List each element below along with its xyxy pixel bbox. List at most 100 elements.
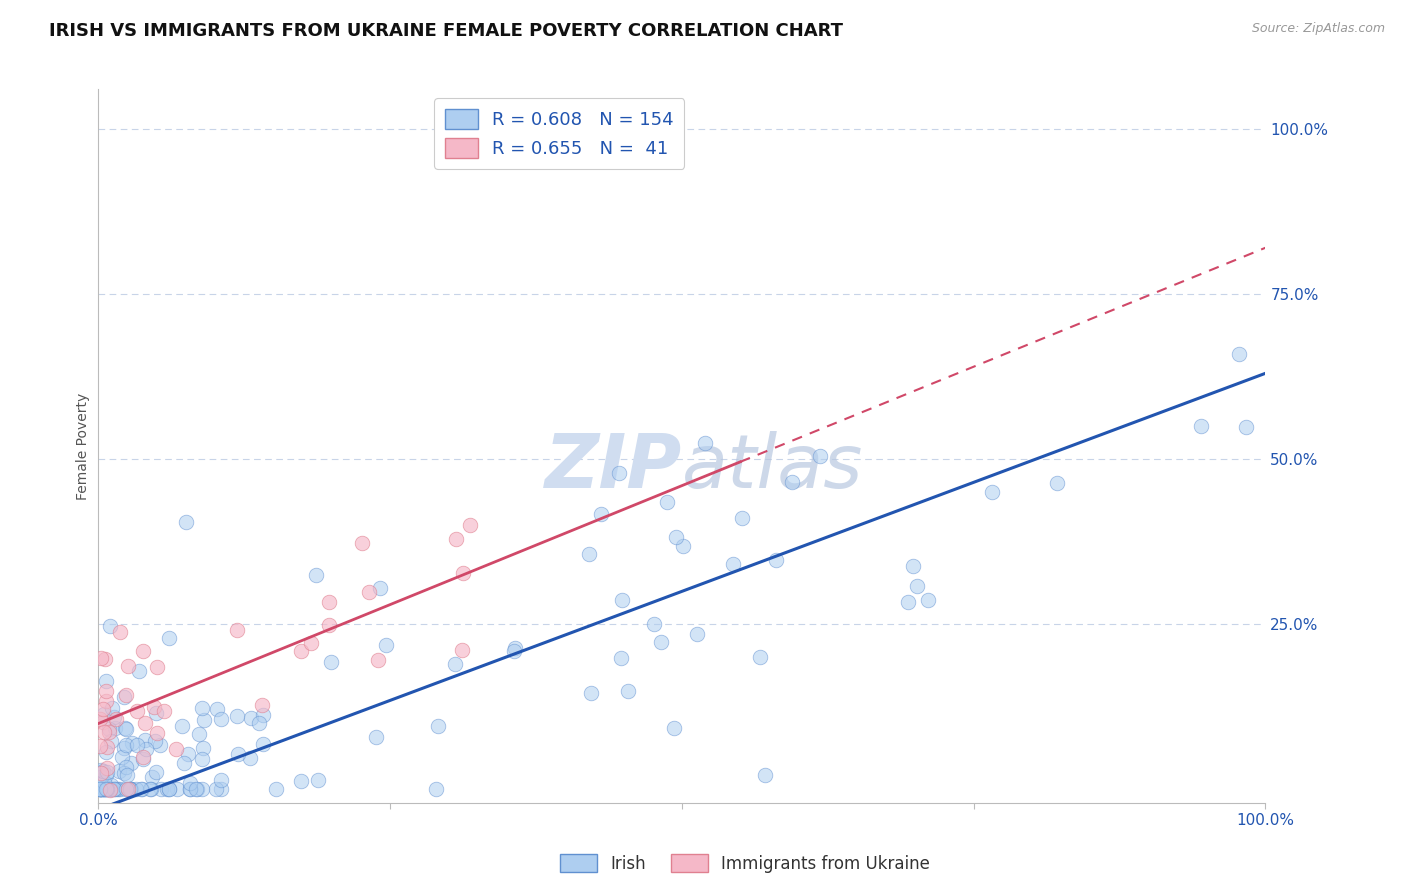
Point [98,782,121,797]
Point [502,644,524,658]
Point [132,643,155,657]
Point [318,618,340,632]
Point [143,734,166,748]
Point [94,768,117,782]
Point [166,781,188,796]
Point [730,511,752,525]
Point [607,467,630,481]
Point [108,781,131,796]
Point [193,714,215,728]
Point [115,738,138,752]
Point [132,752,155,766]
Point [145,660,167,674]
Point [90,781,112,796]
Point [250,698,273,712]
Point [94,745,117,759]
Point [89,781,111,796]
Point [1227,347,1250,361]
Point [96,781,118,796]
Point [591,507,613,521]
Point [96,740,118,755]
Point [96,781,118,796]
Point [450,643,472,657]
Point [103,781,125,796]
Point [610,650,633,665]
Text: ZIP: ZIP [544,431,682,504]
Point [104,781,127,796]
Point [149,781,172,796]
Point [1189,419,1212,434]
Point [153,704,176,718]
Point [117,658,139,673]
Point [89,739,111,753]
Point [672,539,695,553]
Point [808,449,831,463]
Point [115,781,138,796]
Point [165,742,187,756]
Point [226,747,249,761]
Point [89,781,111,796]
Point [142,699,165,714]
Point [115,688,138,702]
Point [91,702,114,716]
Point [179,781,201,796]
Point [610,592,633,607]
Point [650,635,672,649]
Point [693,435,716,450]
Point [156,781,179,796]
Point [367,653,389,667]
Point [115,768,138,782]
Point [107,764,129,778]
Point [98,618,121,632]
Point [897,595,920,609]
Point [96,781,118,796]
Point [780,475,803,490]
Point [112,765,135,780]
Point [247,715,270,730]
Point [299,636,322,650]
Point [191,740,214,755]
Point [359,585,381,599]
Point [93,707,115,722]
Point [290,774,312,789]
Point [209,781,232,796]
Point [103,710,125,724]
Point [89,712,111,726]
Point [100,734,122,748]
Point [112,741,135,756]
Point [754,767,776,781]
Point [451,566,474,581]
Point [93,781,115,796]
Point [749,649,772,664]
Point [114,760,136,774]
Point [305,568,328,582]
Point [97,725,120,739]
Point [145,765,167,780]
Point [307,772,329,787]
Point [89,781,111,796]
Point [91,714,114,729]
Point [350,535,373,549]
Point [121,736,143,750]
Point [114,721,136,735]
Point [1234,420,1257,434]
Point [89,781,111,796]
Point [252,737,274,751]
Point [917,592,939,607]
Point [211,712,233,726]
Point [444,533,467,547]
Point [187,727,209,741]
Point [91,781,114,796]
Point [149,738,172,752]
Point [176,747,198,761]
Point [120,756,142,770]
Point [118,781,141,796]
Point [665,530,688,544]
Point [94,651,117,665]
Point [159,781,181,796]
Point [104,721,127,735]
Point [662,721,685,735]
Point [111,750,134,764]
Point [578,547,600,561]
Point [765,553,787,567]
